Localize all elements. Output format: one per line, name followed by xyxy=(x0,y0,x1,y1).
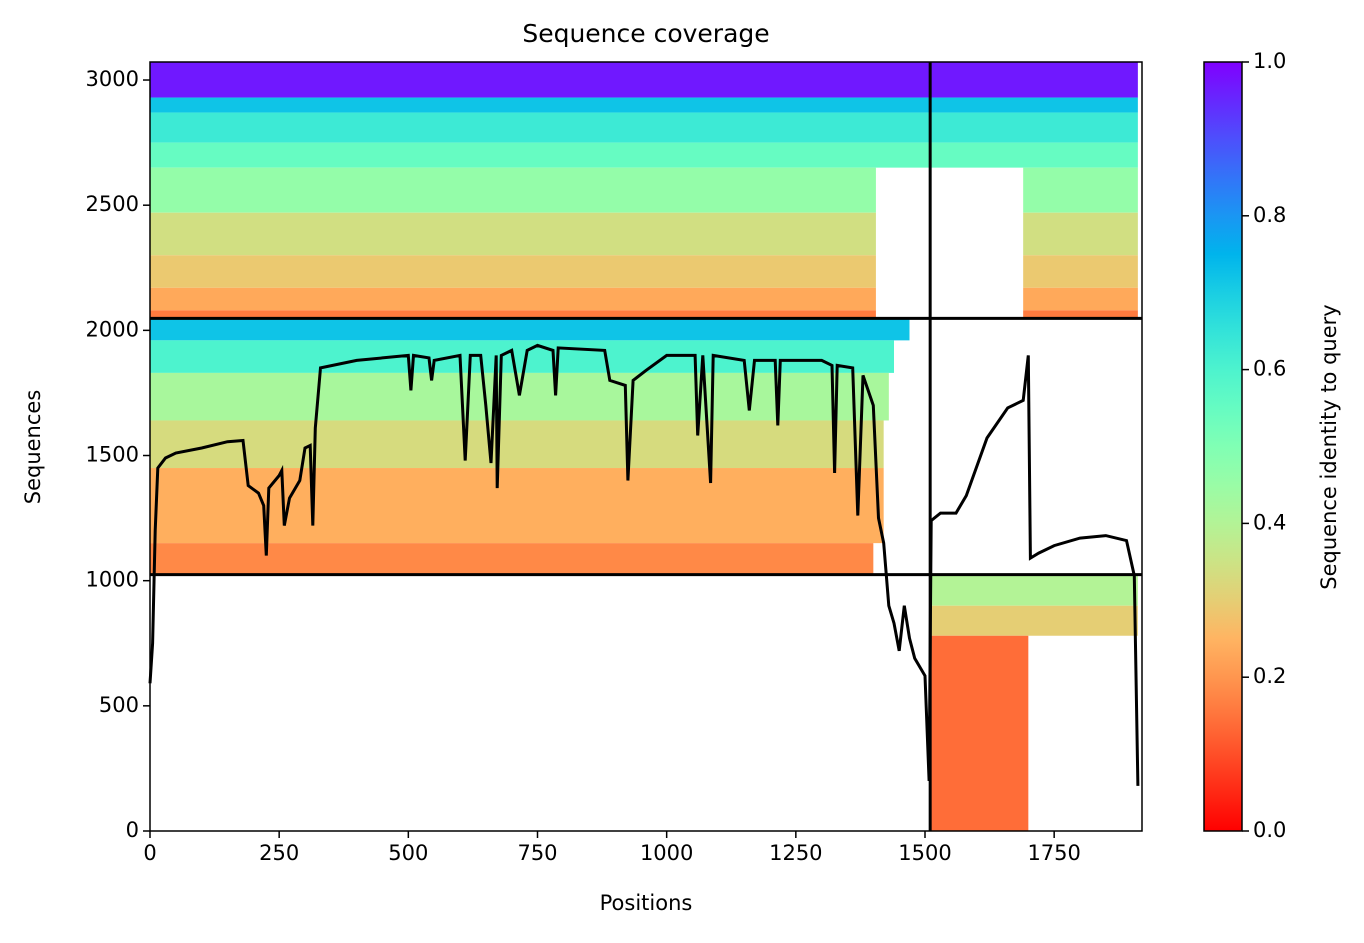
msa-block xyxy=(150,287,876,311)
x-tick-label: 1750 xyxy=(1027,841,1080,865)
colorbar-tick-label: 1.0 xyxy=(1253,49,1286,73)
x-tick-label: 500 xyxy=(388,841,428,865)
colorbar-tick-label: 0.8 xyxy=(1253,203,1286,227)
msa-block xyxy=(150,310,876,319)
msa-block xyxy=(150,543,874,575)
msa-block xyxy=(1023,310,1138,319)
msa-block xyxy=(930,574,1138,606)
msa-block xyxy=(150,142,1138,168)
msa-block xyxy=(150,167,876,213)
coverage-line xyxy=(148,343,1140,786)
colorbar-tick-label: 0.6 xyxy=(1253,357,1286,381)
x-tick-label: 1250 xyxy=(769,841,822,865)
y-tick-label: 1000 xyxy=(86,568,139,592)
msa-block xyxy=(150,212,876,256)
msa-block xyxy=(930,635,1029,831)
msa-block xyxy=(150,112,1138,143)
msa-block xyxy=(1023,287,1138,311)
colorbar-label: Sequence identity to query xyxy=(1317,304,1341,589)
colorbar-tick-label: 0.0 xyxy=(1253,818,1286,842)
colorbar-tick-label: 0.2 xyxy=(1253,664,1286,688)
y-tick-label: 0 xyxy=(126,818,139,842)
x-tick-label: 750 xyxy=(517,841,557,865)
y-axis-label: Sequences xyxy=(21,390,45,505)
x-tick-label: 1000 xyxy=(640,841,693,865)
y-tick-label: 2000 xyxy=(86,317,139,341)
msa-block xyxy=(150,420,884,469)
msa-block xyxy=(1023,212,1138,256)
msa-block xyxy=(150,97,1138,113)
msa-block xyxy=(930,605,1138,636)
chart-title: Sequence coverage xyxy=(522,19,769,48)
x-tick-label: 0 xyxy=(143,841,156,865)
y-tick-label: 3000 xyxy=(86,67,139,91)
msa-block xyxy=(150,318,910,341)
msa-block xyxy=(150,255,876,288)
x-tick-label: 1500 xyxy=(898,841,951,865)
msa-block xyxy=(150,340,894,373)
colorbar xyxy=(1203,61,1243,832)
colorbar-tick-label: 0.4 xyxy=(1253,510,1286,534)
msa-block xyxy=(150,372,889,421)
y-tick-label: 2500 xyxy=(86,192,139,216)
msa-block xyxy=(1023,167,1138,213)
msa-block xyxy=(150,62,1138,98)
x-tick-label: 250 xyxy=(259,841,299,865)
y-tick-label: 1500 xyxy=(86,443,139,467)
msa-block xyxy=(150,468,884,544)
y-tick-label: 500 xyxy=(99,693,139,717)
plot-frame xyxy=(149,61,1143,832)
msa-block xyxy=(1023,255,1138,288)
x-axis-label: Positions xyxy=(600,891,693,915)
